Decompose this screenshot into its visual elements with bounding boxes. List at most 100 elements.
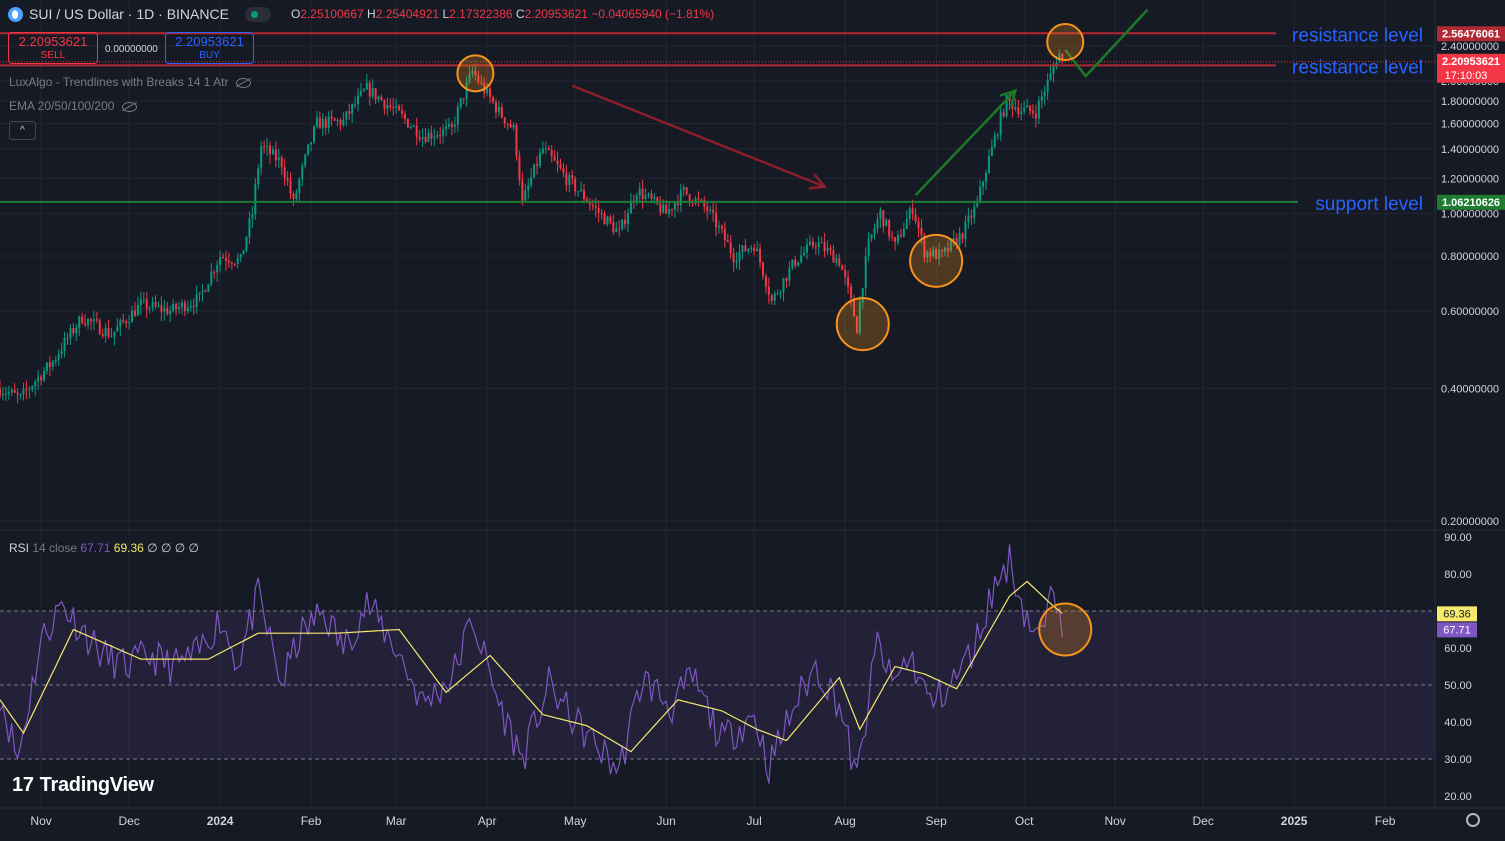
candle <box>638 188 641 196</box>
symbol-title[interactable]: SUI / US Dollar · 1D · BINANCE <box>29 6 229 22</box>
indicator-ema[interactable]: EMA 20/50/100/200 <box>9 99 138 113</box>
rsi-line <box>0 544 1063 784</box>
candle <box>233 263 236 265</box>
candle <box>850 286 853 299</box>
candle <box>119 319 122 327</box>
price-tick-label: 0.80000000 <box>1441 251 1499 263</box>
time-tick-label: Jun <box>656 814 675 828</box>
candle <box>374 88 377 100</box>
candle <box>782 278 785 293</box>
candle <box>1061 53 1064 60</box>
candle <box>260 146 263 169</box>
candle <box>148 307 151 310</box>
candle <box>582 189 585 200</box>
candle <box>759 248 762 263</box>
candle <box>544 148 547 150</box>
rsi-pane <box>0 530 1435 808</box>
candle <box>412 125 415 127</box>
candle <box>427 132 430 142</box>
candle <box>219 257 222 266</box>
candle <box>465 82 468 99</box>
rsi-ma-badge <box>1437 606 1477 622</box>
hidden-eye-icon[interactable] <box>122 101 138 112</box>
candle <box>292 193 295 200</box>
candle <box>990 146 993 157</box>
candle <box>870 234 873 239</box>
candle <box>263 146 266 148</box>
candle <box>345 111 348 120</box>
candle <box>697 198 700 200</box>
candle <box>506 123 509 125</box>
candle <box>644 195 647 200</box>
candle <box>409 126 412 128</box>
indicator-luxalgo[interactable]: LuxAlgo - Trendlines with Breaks 14 1 At… <box>9 75 252 89</box>
candle <box>779 292 782 294</box>
time-tick-label: 2024 <box>207 814 234 828</box>
candle <box>178 306 181 310</box>
candle <box>1 393 4 396</box>
candle <box>685 187 688 195</box>
candle <box>81 316 84 324</box>
candle <box>1005 94 1008 117</box>
candle <box>932 249 935 257</box>
candle <box>430 132 433 139</box>
candle <box>239 254 242 259</box>
price-tick-label: 1.40000000 <box>1441 144 1499 156</box>
candle <box>1052 66 1055 74</box>
collapse-legend-button[interactable]: ^ <box>9 121 36 140</box>
candle <box>653 197 656 199</box>
candle <box>908 208 911 219</box>
candle <box>445 126 448 130</box>
rsi-legend[interactable]: RSI 14 close 67.71 69.36 ∅ ∅ ∅ ∅ <box>9 541 199 555</box>
candle <box>421 137 424 140</box>
candle <box>380 96 383 101</box>
candle <box>982 181 985 187</box>
candle <box>7 392 10 394</box>
arrow-head <box>999 88 1018 107</box>
buy-button[interactable]: 2.20953621 BUY <box>165 32 254 64</box>
candle <box>222 257 225 259</box>
candle <box>192 305 195 307</box>
candle <box>650 193 653 199</box>
buy-label: BUY <box>199 50 220 61</box>
candle <box>806 244 809 253</box>
market-status-icon[interactable] <box>244 6 271 22</box>
candle <box>442 129 445 136</box>
candle <box>180 302 183 307</box>
candle <box>333 118 336 121</box>
settings-gear-icon[interactable] <box>1466 813 1480 827</box>
candle <box>131 310 134 323</box>
candle <box>474 70 477 76</box>
candle <box>386 105 389 109</box>
candle <box>979 186 982 202</box>
change-value: −0.04065940 (−1.81%) <box>591 7 715 21</box>
candle <box>844 270 847 278</box>
high-value: 2.25404921 <box>375 7 440 21</box>
candle <box>277 157 280 161</box>
candle <box>1026 105 1029 108</box>
rsi-tick-label: 20.00 <box>1444 791 1472 803</box>
candle <box>368 82 371 97</box>
candle <box>879 210 882 220</box>
candle <box>280 157 283 168</box>
candle <box>726 240 729 243</box>
candle <box>811 241 814 247</box>
tradingview-logo[interactable]: 17 TradingView <box>12 774 154 796</box>
candle <box>521 179 524 201</box>
candle <box>242 250 245 255</box>
candle <box>54 359 57 362</box>
candle <box>166 307 169 315</box>
candle <box>568 175 571 185</box>
candle <box>492 97 495 102</box>
candle <box>662 204 665 213</box>
candle <box>63 338 66 351</box>
candle <box>34 381 37 387</box>
open-value: 2.25100667 <box>300 7 364 21</box>
hidden-eye-icon[interactable] <box>236 77 252 88</box>
candle <box>75 327 78 334</box>
sell-button[interactable]: 2.20953621 SELL <box>8 32 98 64</box>
candle <box>767 286 770 296</box>
candle <box>896 234 899 243</box>
candle <box>682 187 685 190</box>
